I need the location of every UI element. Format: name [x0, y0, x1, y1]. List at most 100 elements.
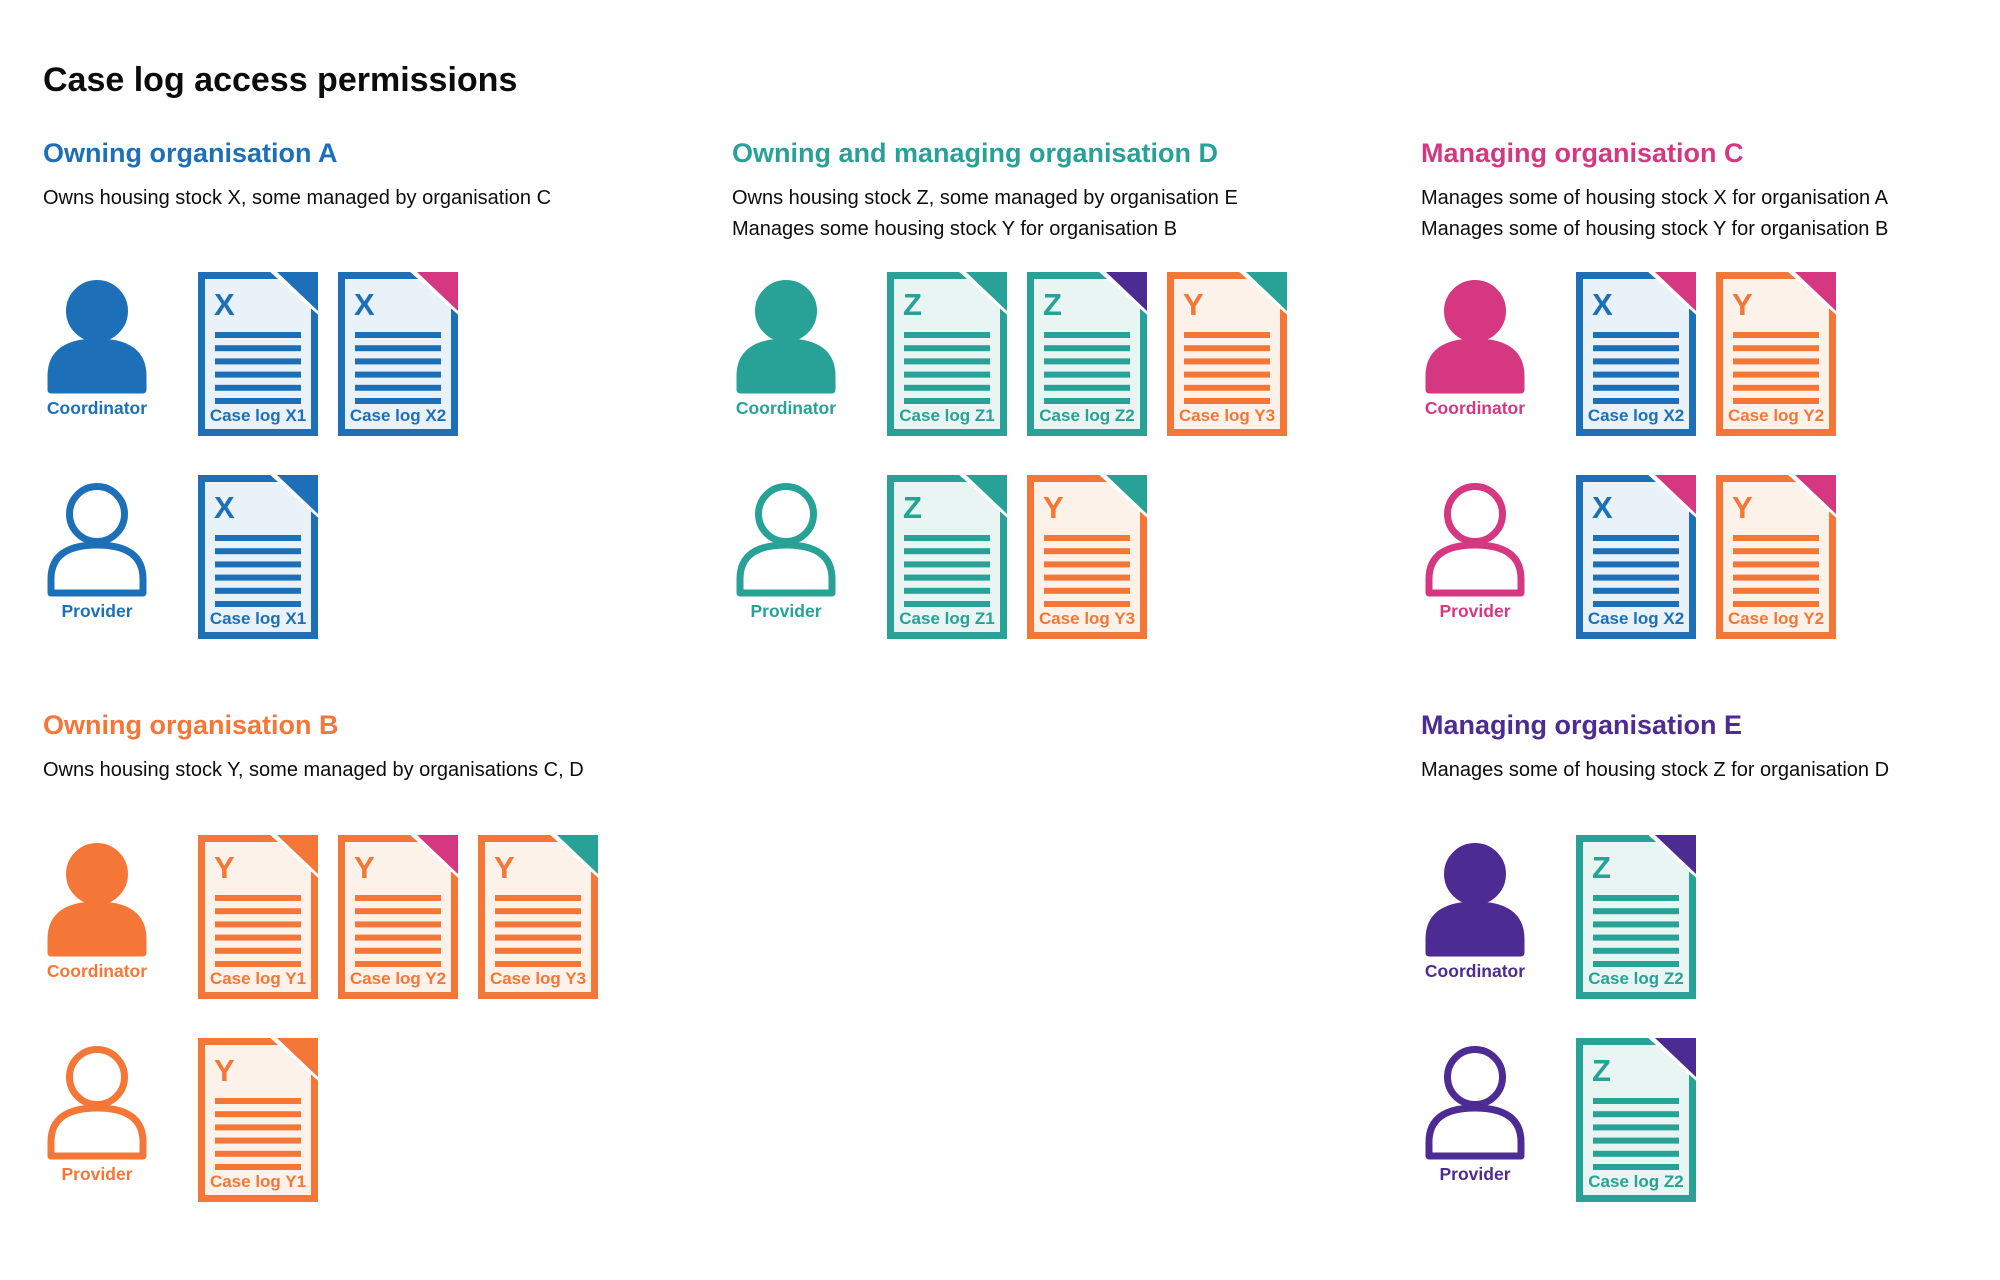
person-head [66, 483, 128, 545]
doc-label: Case log Z1 [899, 609, 994, 628]
doc-label: Case log Z1 [899, 406, 994, 425]
case-log-doc: Y Case log Y1 [198, 835, 318, 999]
case-log-doc: X Case log X1 [198, 272, 318, 436]
section-description-line: Manages some of housing stock Y for orga… [1421, 218, 1889, 240]
doc-letter: Y [1183, 287, 1204, 322]
role-label: Coordinator [735, 398, 837, 418]
doc-text-line [1184, 358, 1270, 365]
doc-text-line [1593, 398, 1679, 404]
doc-text-line [1593, 1150, 1679, 1157]
section-a-provider-row: Provider X Case log X1 [43, 475, 318, 639]
doc-text-line [1044, 601, 1130, 607]
doc-text-line [215, 895, 301, 901]
case-log-doc: Y Case log Y3 [478, 835, 598, 999]
case-log-doc: X Case log X2 [338, 272, 458, 436]
doc-text-line [1733, 384, 1819, 391]
case-log-doc: Z Case log Z1 [887, 475, 1007, 639]
doc-text-line [1593, 1164, 1679, 1170]
doc-text-line [215, 587, 301, 594]
doc-fold-corner [1655, 272, 1696, 311]
section-e-header: Managing organisation E Manages some of h… [1421, 710, 1889, 786]
case-log-docs: X Case log X1 [198, 475, 318, 639]
doc-label: Case log X1 [210, 406, 306, 425]
doc-text-line [904, 548, 990, 555]
person-body [47, 1104, 147, 1160]
doc-text-line [215, 961, 301, 967]
doc-label: Case log Y1 [210, 1172, 306, 1191]
doc-letter: Y [1732, 490, 1753, 525]
provider-icon [1425, 1046, 1525, 1160]
doc-label: Case log X1 [210, 609, 306, 628]
role-label: Provider [1439, 601, 1511, 621]
doc-label: Case log Y2 [1728, 406, 1824, 425]
doc-text-line [1044, 561, 1130, 568]
provider-block: Provider [43, 1038, 151, 1185]
case-log-doc-icon: Z Case log Z2 [1027, 272, 1147, 436]
doc-text-line [904, 345, 990, 352]
doc-label: Case log Y3 [1039, 609, 1135, 628]
doc-text-line [495, 947, 581, 954]
section-description-line: Manages some of housing stock Z for orga… [1421, 759, 1890, 781]
doc-letter: Z [1592, 850, 1611, 885]
doc-letter: Y [214, 1053, 235, 1088]
doc-text-line [355, 345, 441, 352]
doc-fold-corner [1246, 272, 1287, 311]
case-log-doc-icon: Z Case log Z2 [1576, 1038, 1696, 1202]
section-title: Owning organisation A [43, 138, 338, 168]
doc-fold-corner [966, 475, 1007, 514]
section-description-line: Owns housing stock X, some managed by or… [43, 187, 552, 209]
doc-fold-corner [1655, 1038, 1696, 1077]
doc-text-line [1733, 561, 1819, 568]
doc-text-line [904, 601, 990, 607]
doc-text-line [215, 548, 301, 555]
doc-fold-corner [277, 835, 318, 874]
role-label: Coordinator [46, 961, 148, 981]
doc-letter: Z [903, 490, 922, 525]
doc-text-line [1593, 574, 1679, 581]
person-head [1444, 280, 1506, 342]
case-log-docs: X Case log X1 X Case log X2 [198, 272, 458, 436]
doc-text-line [355, 358, 441, 365]
doc-text-line [1733, 398, 1819, 404]
provider-icon [47, 483, 147, 597]
doc-text-line [215, 332, 301, 338]
doc-text-line [215, 1098, 301, 1104]
doc-text-line [215, 947, 301, 954]
doc-text-line [1593, 908, 1679, 915]
coordinator-block: Coordinator [732, 272, 840, 419]
doc-text-line [1593, 947, 1679, 954]
doc-text-line [1184, 371, 1270, 378]
coordinator-icon [47, 280, 147, 394]
coordinator-block: Coordinator [43, 272, 151, 419]
doc-text-line [215, 1124, 301, 1131]
case-log-doc-icon: Z Case log Z1 [887, 272, 1007, 436]
case-log-doc-icon: Y Case log Y3 [1167, 272, 1287, 436]
person-head [1444, 1046, 1506, 1108]
case-log-docs: Z Case log Z2 [1576, 835, 1696, 999]
person-head [66, 843, 128, 905]
doc-text-line [215, 934, 301, 941]
case-log-doc-icon: Y Case log Y3 [1027, 475, 1147, 639]
section-description-line: Owns housing stock Y, some managed by or… [43, 759, 584, 781]
person-body [47, 901, 147, 957]
doc-text-line [904, 574, 990, 581]
doc-label: Case log X2 [1588, 609, 1684, 628]
role-label: Coordinator [1424, 398, 1526, 418]
doc-fold-corner [277, 1038, 318, 1077]
coordinator-icon [1425, 280, 1525, 394]
doc-letter: X [354, 287, 375, 322]
doc-text-line [1044, 574, 1130, 581]
doc-text-line [1733, 587, 1819, 594]
person-body [736, 338, 836, 394]
doc-text-line [1044, 345, 1130, 352]
person-body [736, 541, 836, 597]
doc-text-line [215, 535, 301, 541]
case-log-docs: Y Case log Y1 [198, 1038, 318, 1202]
role-label: Provider [750, 601, 822, 621]
doc-text-line [1044, 371, 1130, 378]
doc-text-line [215, 1137, 301, 1144]
doc-text-line [495, 961, 581, 967]
person-head [1444, 843, 1506, 905]
doc-text-line [215, 384, 301, 391]
